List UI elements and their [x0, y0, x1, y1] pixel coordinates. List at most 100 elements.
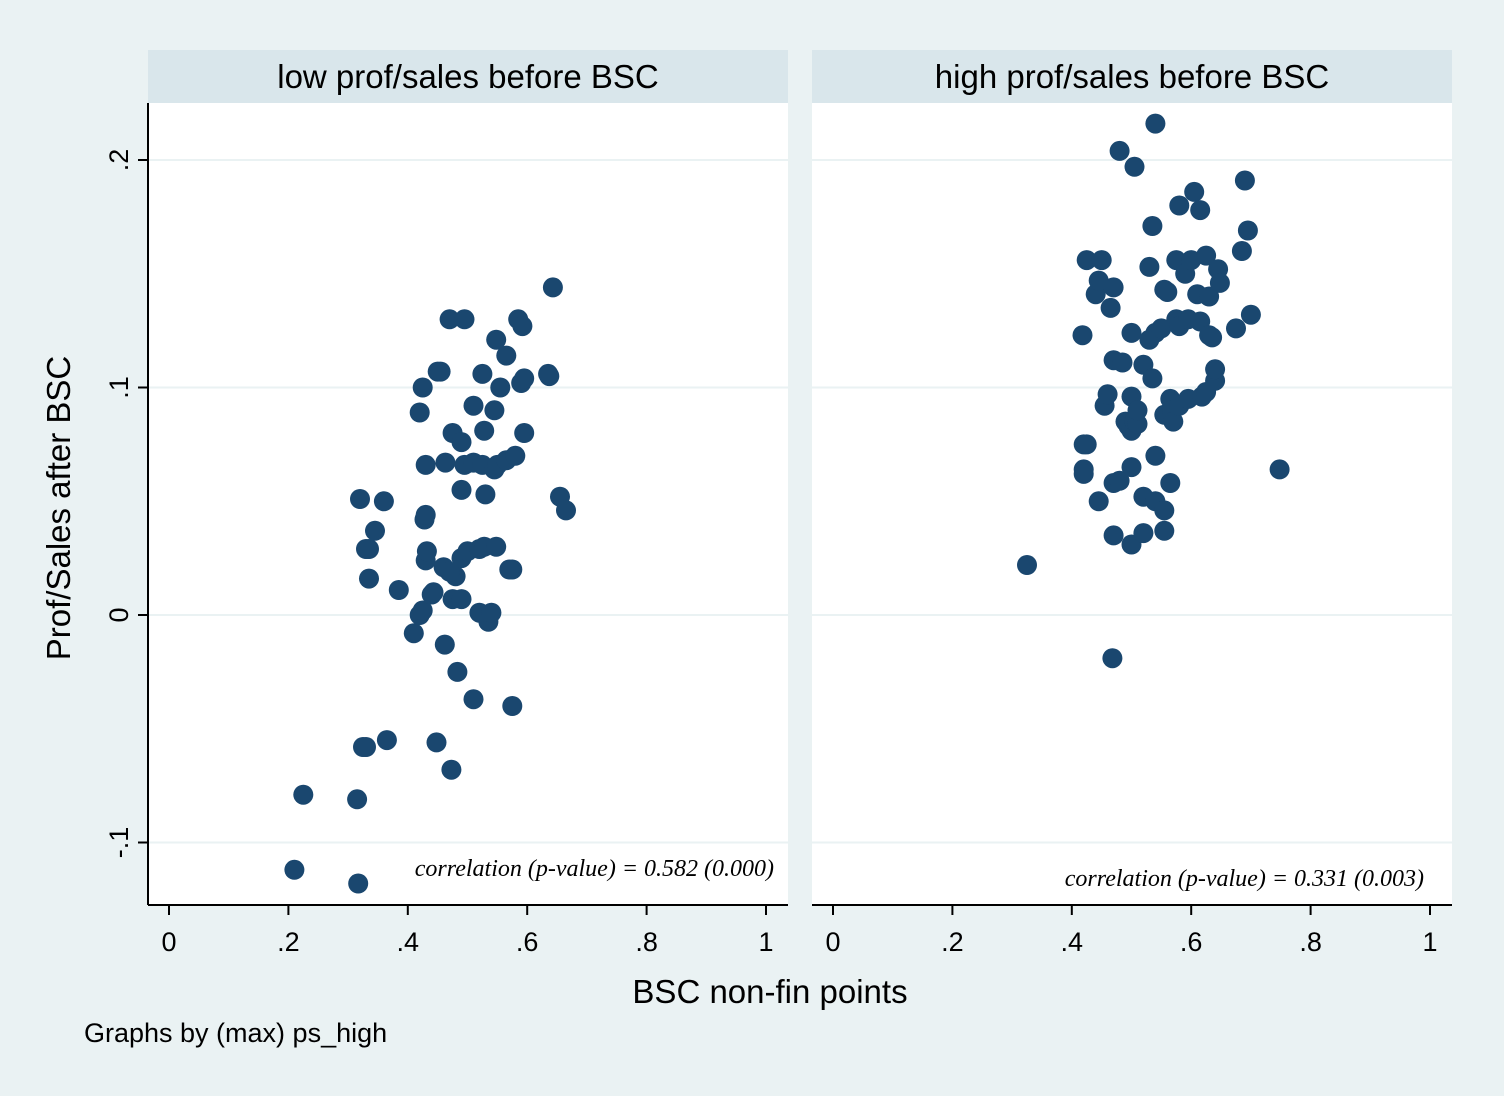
panel-2: high prof/sales before BSC 0 .2 .4 .6 .8 1 corr… [812, 50, 1452, 957]
data-point [347, 789, 368, 810]
data-point [1076, 250, 1097, 271]
point-group [1017, 113, 1290, 669]
x-tick-label: .6 [516, 927, 539, 957]
data-point [1196, 245, 1217, 266]
x-tick-label: .8 [1299, 927, 1322, 957]
data-point [1121, 322, 1142, 343]
x-tick-label: 0 [825, 927, 840, 957]
graphs-by-note: Graphs by (max) ps_high [84, 1018, 387, 1048]
data-point [373, 491, 394, 512]
data-point [365, 520, 385, 541]
data-point [1154, 500, 1175, 521]
x-tick-label: 0 [161, 927, 176, 957]
data-point [1073, 434, 1094, 455]
data-point [1088, 270, 1109, 291]
x-tick-label: .6 [1180, 927, 1203, 957]
data-point [1109, 140, 1130, 161]
data-point [514, 368, 535, 389]
y-axis-title: Prof/Sales after BSC [40, 356, 77, 660]
data-point [359, 568, 379, 589]
data-point [416, 541, 437, 562]
x-tick-label: 1 [1422, 927, 1437, 957]
data-point [1091, 250, 1112, 271]
data-point [348, 873, 369, 894]
y-tick-label: .1 [104, 376, 134, 399]
data-point [1237, 220, 1258, 241]
y-tick-label: .2 [104, 149, 134, 172]
data-point [412, 377, 433, 398]
y-tick-label: 0 [104, 607, 134, 622]
x-tick-label: .8 [635, 927, 658, 957]
y-tick-label: -.1 [104, 827, 134, 859]
panel-1: low prof/sales before BSC -.1 0 .1 .2 0 .2 .4 .6… [104, 50, 788, 957]
data-point [1231, 241, 1252, 261]
panel-strip [812, 50, 1452, 103]
point-group [284, 277, 576, 894]
data-point [542, 277, 563, 298]
data-point [502, 696, 523, 716]
data-point [1112, 352, 1133, 373]
data-point [472, 363, 493, 384]
x-tick-label: .2 [941, 927, 964, 957]
correlation-annotation: correlation (p-value) = 0.331 (0.003) [1065, 866, 1424, 892]
data-point [463, 395, 484, 416]
data-point [1142, 216, 1163, 236]
data-point [376, 730, 397, 751]
panels: low prof/sales before BSC -.1 0 .1 .2 0 .2 .4 .6… [104, 50, 1452, 957]
data-point [451, 479, 472, 500]
data-point [1269, 459, 1290, 480]
data-point [1209, 272, 1230, 293]
data-point [486, 536, 507, 557]
data-point [447, 661, 468, 682]
data-point [350, 489, 370, 509]
data-point [474, 420, 495, 441]
data-point [403, 623, 424, 644]
x-axis-title: BSC non-fin points [632, 973, 907, 1010]
plot-area [148, 103, 788, 905]
data-point [1226, 318, 1246, 339]
data-point [1142, 368, 1163, 389]
data-point [293, 784, 314, 805]
x-tick-label: .2 [277, 927, 300, 957]
data-point [499, 559, 520, 580]
data-point [1102, 648, 1123, 669]
data-point [359, 539, 379, 559]
data-point [412, 600, 433, 621]
panel-title: high prof/sales before BSC [935, 58, 1329, 95]
data-point [1127, 400, 1148, 421]
data-point [1109, 470, 1130, 491]
data-point [1139, 256, 1160, 277]
data-point [1240, 304, 1261, 325]
data-point [435, 452, 456, 473]
data-point [514, 423, 535, 443]
data-point [539, 366, 560, 387]
data-point [481, 602, 502, 623]
data-point [434, 634, 455, 655]
data-point [1145, 445, 1166, 466]
data-point [496, 345, 517, 366]
data-point [415, 454, 436, 475]
data-point [484, 400, 505, 421]
data-point [475, 484, 496, 505]
data-point [1088, 491, 1109, 512]
data-point [454, 309, 475, 330]
data-point [1169, 195, 1190, 216]
data-point [1205, 359, 1226, 380]
panel-title: low prof/sales before BSC [277, 58, 659, 95]
data-point [463, 689, 484, 710]
data-point [486, 329, 507, 350]
data-point [1234, 170, 1255, 191]
data-point [415, 504, 436, 525]
data-point [441, 759, 462, 780]
data-point [1145, 113, 1166, 134]
data-point [1121, 457, 1142, 478]
panel-strip [148, 50, 788, 103]
data-point [1124, 156, 1145, 177]
data-point [430, 361, 451, 382]
data-point [1160, 473, 1181, 493]
data-point [388, 580, 409, 600]
data-point [451, 432, 472, 453]
data-point [1072, 325, 1093, 346]
data-point [1202, 327, 1223, 348]
